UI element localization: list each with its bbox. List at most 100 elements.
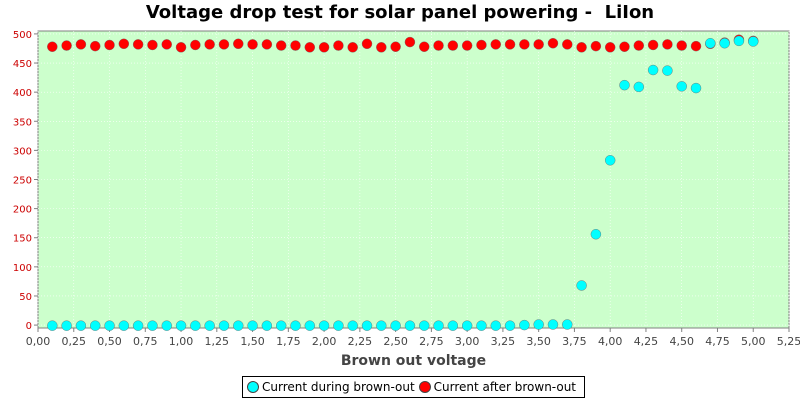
point-after-brownout [304, 42, 315, 53]
point-after-brownout [533, 39, 544, 50]
x-tick-label: 0,50 [97, 335, 122, 348]
point-after-brownout [147, 39, 158, 51]
x-axis-label: Brown out voltage [341, 353, 486, 369]
point-after-brownout [275, 40, 287, 51]
point-after-brownout [676, 40, 687, 51]
point-during-brownout [333, 320, 344, 331]
point-during-brownout [461, 320, 473, 331]
point-after-brownout [233, 38, 244, 50]
x-tick-label: 5,25 [777, 335, 800, 348]
point-during-brownout [304, 320, 315, 331]
legend-label-during: Current during brown-out [262, 380, 415, 394]
point-during-brownout [533, 319, 544, 330]
legend-label-after: Current after brown-out [433, 380, 577, 394]
point-after-brownout [190, 39, 201, 51]
point-after-brownout [318, 42, 330, 53]
point-after-brownout [590, 40, 602, 52]
point-after-brownout [47, 41, 58, 52]
point-after-brownout [419, 41, 430, 52]
point-after-brownout [376, 42, 387, 53]
point-after-brownout [390, 41, 401, 52]
x-tick-label: 1,25 [205, 335, 230, 348]
point-during-brownout [261, 320, 273, 331]
point-during-brownout [404, 320, 416, 331]
point-during-brownout [161, 320, 172, 331]
x-tick-label: 5,00 [741, 335, 766, 348]
point-during-brownout [90, 320, 101, 331]
axes: 0,00 0,25 0,50 0,75 1,00 1,25 1,50 1,75 2,00 2,25… [13, 30, 800, 348]
point-during-brownout [47, 320, 58, 331]
point-during-brownout [604, 155, 616, 166]
y-tick-label: 50 [19, 292, 32, 303]
point-after-brownout [519, 39, 530, 50]
y-tick-label: 200 [13, 205, 32, 216]
y-tick-label: 500 [13, 30, 32, 41]
point-after-brownout [476, 39, 487, 51]
point-during-brownout [476, 320, 487, 331]
point-during-brownout [275, 320, 287, 331]
point-during-brownout [633, 81, 644, 93]
y-tick-label: 250 [13, 176, 32, 187]
point-during-brownout [705, 38, 716, 49]
point-during-brownout [318, 320, 330, 331]
x-tick-label: 1,50 [240, 335, 265, 348]
y-tick-label: 450 [13, 59, 32, 70]
point-after-brownout [604, 42, 616, 53]
point-after-brownout [633, 40, 644, 51]
point-during-brownout [75, 320, 87, 331]
point-after-brownout [247, 39, 258, 50]
point-during-brownout [519, 319, 530, 331]
legend-swatch-during [247, 381, 259, 393]
point-after-brownout [290, 40, 301, 51]
legend-item-after: Current after brown-out [418, 380, 577, 394]
point-after-brownout [347, 42, 358, 53]
point-after-brownout [361, 38, 373, 50]
y-tick-label: 300 [13, 146, 32, 157]
y-tick-label: 350 [13, 117, 32, 128]
legend-swatch-after [418, 381, 431, 393]
x-tick-label: 0,00 [26, 335, 51, 348]
point-during-brownout [647, 64, 659, 76]
point-during-brownout [562, 319, 573, 330]
point-after-brownout [576, 42, 587, 53]
point-after-brownout [132, 39, 144, 50]
point-during-brownout [447, 320, 459, 331]
point-during-brownout [347, 320, 358, 331]
point-after-brownout [562, 39, 573, 50]
point-during-brownout [590, 229, 602, 240]
point-during-brownout [132, 320, 144, 331]
x-tick-label: 2,75 [419, 335, 444, 348]
chart-title: Voltage drop test for solar panel poweri… [145, 2, 655, 23]
point-after-brownout [204, 39, 215, 50]
point-during-brownout [290, 320, 301, 331]
point-during-brownout [733, 35, 745, 47]
point-after-brownout [218, 39, 230, 50]
point-after-brownout [619, 41, 630, 52]
point-during-brownout [147, 320, 158, 331]
y-tick-label: 150 [13, 234, 32, 245]
point-during-brownout [175, 320, 187, 331]
point-during-brownout [361, 320, 373, 331]
point-during-brownout [547, 319, 559, 330]
point-after-brownout [175, 42, 187, 53]
x-tick-label: 0,25 [62, 335, 87, 348]
y-tick-label: 400 [13, 88, 32, 99]
x-tick-label: 1,75 [276, 335, 301, 348]
point-during-brownout [719, 38, 730, 49]
point-after-brownout [461, 40, 473, 51]
x-tick-label: 3,25 [491, 335, 516, 348]
y-tick-label: 100 [13, 263, 32, 274]
point-after-brownout [118, 38, 130, 50]
x-tick-label: 4,75 [705, 335, 730, 348]
point-during-brownout [61, 320, 72, 331]
point-during-brownout [490, 320, 501, 331]
point-after-brownout [447, 40, 459, 51]
point-during-brownout [433, 320, 444, 331]
point-after-brownout [104, 39, 115, 51]
point-after-brownout [333, 40, 344, 51]
x-tick-label: 3,50 [526, 335, 551, 348]
point-after-brownout [490, 39, 501, 50]
y-tick-label: 0 [26, 321, 32, 332]
point-after-brownout [75, 39, 87, 50]
point-after-brownout [161, 39, 172, 50]
